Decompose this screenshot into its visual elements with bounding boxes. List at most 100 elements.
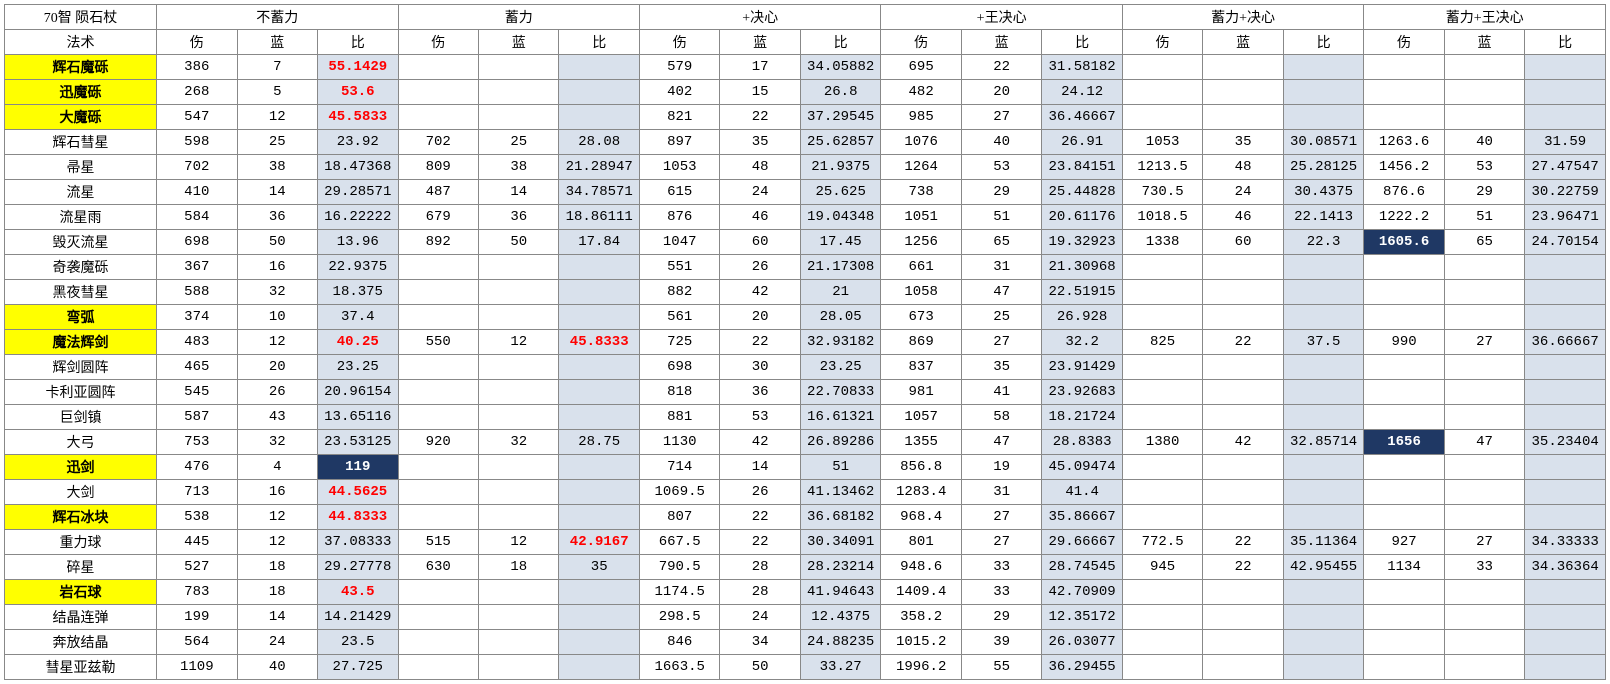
mana-cell [1444,505,1524,530]
sub-header: 比 [1042,30,1122,55]
mana-cell: 22 [1203,330,1283,355]
damage-cell: 1134 [1364,555,1444,580]
damage-cell: 801 [881,530,961,555]
damage-cell: 837 [881,355,961,380]
damage-cell: 783 [157,580,237,605]
damage-cell: 579 [639,55,719,80]
ratio-cell: 22.1413 [1283,205,1363,230]
ratio-cell: 17.84 [559,230,639,255]
damage-cell: 698 [157,230,237,255]
damage-cell: 753 [157,430,237,455]
ratio-cell: 29.27778 [318,555,398,580]
ratio-cell: 55.1429 [318,55,398,80]
damage-cell [1122,480,1202,505]
mana-cell: 19 [961,455,1041,480]
mana-cell: 41 [961,380,1041,405]
table-row: 彗星亚兹勒11094027.7251663.55033.271996.25536… [5,655,1606,680]
mana-cell: 48 [720,155,800,180]
damage-cell [1122,355,1202,380]
ratio-cell: 25.625 [800,180,880,205]
spell-name: 奇袭魔砾 [5,255,157,280]
damage-cell: 730.5 [1122,180,1202,205]
table-row: 辉石冰块5381244.83338072236.68182968.42735.8… [5,505,1606,530]
damage-cell: 1409.4 [881,580,961,605]
ratio-cell: 40.25 [318,330,398,355]
ratio-cell: 18.375 [318,280,398,305]
mana-cell: 29 [961,180,1041,205]
ratio-cell [1283,630,1363,655]
mana-cell [478,655,558,680]
damage-cell [398,605,478,630]
mana-cell: 36 [720,380,800,405]
damage-cell: 1047 [639,230,719,255]
damage-cell: 199 [157,605,237,630]
mana-cell [1444,55,1524,80]
damage-cell [1122,305,1202,330]
damage-cell [1364,455,1444,480]
mana-cell: 46 [1203,205,1283,230]
ratio-cell: 45.5833 [318,105,398,130]
damage-cell: 667.5 [639,530,719,555]
ratio-cell [559,505,639,530]
sub-header: 伤 [881,30,961,55]
damage-cell: 515 [398,530,478,555]
table-row: 大弓7533223.531259203228.7511304226.892861… [5,430,1606,455]
damage-cell [1364,580,1444,605]
damage-cell [398,405,478,430]
ratio-cell: 42.70909 [1042,580,1122,605]
spell-name: 毁灭流星 [5,230,157,255]
ratio-cell [1283,280,1363,305]
ratio-cell: 41.94643 [800,580,880,605]
damage-cell: 527 [157,555,237,580]
ratio-cell: 25.62857 [800,130,880,155]
spell-name: 岩石球 [5,580,157,605]
sub-header: 蓝 [1203,30,1283,55]
mana-cell [1444,80,1524,105]
ratio-cell [559,630,639,655]
damage-cell: 1015.2 [881,630,961,655]
damage-cell: 374 [157,305,237,330]
damage-cell: 945 [1122,555,1202,580]
damage-cell: 772.5 [1122,530,1202,555]
ratio-cell: 31.58182 [1042,55,1122,80]
damage-cell [398,55,478,80]
mana-cell: 14 [720,455,800,480]
spell-name: 重力球 [5,530,157,555]
damage-cell: 545 [157,380,237,405]
ratio-cell: 37.4 [318,305,398,330]
group-header: 蓄力 [398,5,639,30]
damage-cell: 561 [639,305,719,330]
mana-cell: 14 [237,605,317,630]
mana-cell [1444,380,1524,405]
ratio-cell [559,380,639,405]
mana-cell: 31 [961,480,1041,505]
ratio-cell [1283,380,1363,405]
mana-cell [1444,605,1524,630]
damage-cell: 1057 [881,405,961,430]
mana-cell: 18 [478,555,558,580]
ratio-cell: 37.08333 [318,530,398,555]
mana-cell: 12 [237,330,317,355]
ratio-cell: 36.68182 [800,505,880,530]
table-row: 迅剑47641197141451856.81945.09474 [5,455,1606,480]
table-row: 迅魔砾268553.64021526.84822024.12 [5,80,1606,105]
mana-cell: 22 [720,105,800,130]
ratio-cell [1525,480,1606,505]
table-row: 魔法辉剑4831240.255501245.83337252232.931828… [5,330,1606,355]
ratio-cell: 28.74545 [1042,555,1122,580]
damage-cell: 386 [157,55,237,80]
mana-cell: 22 [720,530,800,555]
mana-cell [1203,655,1283,680]
damage-cell: 713 [157,480,237,505]
ratio-cell: 32.2 [1042,330,1122,355]
table-row: 结晶连弹1991414.21429298.52412.4375358.22912… [5,605,1606,630]
damage-cell: 948.6 [881,555,961,580]
damage-cell: 1656 [1364,430,1444,455]
damage-cell: 476 [157,455,237,480]
ratio-cell [1525,105,1606,130]
ratio-cell: 20.61176 [1042,205,1122,230]
mana-cell: 27 [961,330,1041,355]
mana-cell: 31 [961,255,1041,280]
mana-cell: 17 [720,55,800,80]
table-row: 大剑7131644.56251069.52641.134621283.43141… [5,480,1606,505]
